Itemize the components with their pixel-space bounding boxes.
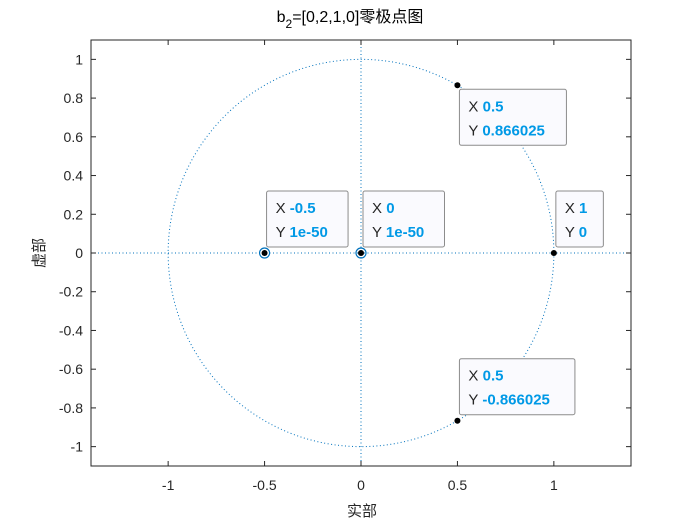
datatip-x-value: 0 [386,200,394,217]
datatip: X -0.5Y 1e-50 [266,190,349,248]
datatip: X 0.5Y 0.866025 [458,88,567,146]
datatip-x-value: 1 [579,200,587,217]
datatip-box [266,190,349,248]
datatip-x-row: X 1 [565,200,588,217]
datatip-box [458,358,576,416]
pole-marker [550,250,557,256]
zero-marker-selection-dot [358,250,364,256]
datatip-box [458,88,567,146]
datatip-y-prefix: Y [372,224,386,241]
datatip-y-row: Y 0.866025 [468,122,544,139]
datatip-x-value: -0.5 [290,200,316,217]
datatip-x-prefix: X [468,98,482,115]
datatip-x-prefix: X [565,200,579,217]
datatip-x-row: X 0.5 [468,368,503,385]
datatip: X 0Y 1e-50 [362,190,445,248]
datatip-x-value: 0.5 [483,98,504,115]
datatip-y-row: Y 1e-50 [372,224,424,241]
y-tick-label: -1 [71,439,84,455]
datatip-y-prefix: Y [468,122,482,139]
pole-marker [454,417,461,424]
zero-marker-selection-dot [261,250,268,256]
datatip-y-value: -0.866025 [482,392,550,409]
datatip-y-value: 0.866025 [482,122,545,139]
zero-marker [355,247,367,259]
chart-title: b2=[0,2,1,0]零极点图 [277,8,424,31]
datatip-x-prefix: X [372,200,386,217]
datatip-y-prefix: Y [276,224,290,241]
x-tick-label: -0.5 [253,477,277,493]
y-tick-label: -0.2 [59,284,83,300]
x-axis-label: 实部 [347,502,377,520]
datatip-y-value: 0 [579,224,587,241]
datatip-x-value: 0.5 [483,368,504,385]
datatip-y-prefix: Y [468,392,482,409]
datatip-y-prefix: Y [565,224,579,241]
y-tick-label: 0 [75,245,83,261]
x-tick-label: 0 [357,477,365,493]
datatip-x-row: X 0 [372,200,395,217]
x-tick-label: 1 [550,477,558,493]
datatip-y-value: 1e-50 [289,224,327,241]
x-tick-label: 0.5 [448,477,468,493]
y-tick-label: 0.8 [64,90,84,106]
y-tick-label: 0.2 [64,206,84,222]
datatip-x-prefix: X [276,200,290,217]
y-tick-label: -0.8 [59,400,83,416]
chart-title-rest: =[0,2,1,0]零极点图 [292,8,423,26]
datatip-x-row: X 0.5 [468,98,503,115]
datatip-x-row: X -0.5 [276,200,316,217]
chart-title-main: b [277,9,286,26]
plot-area: -1 -0.5 0 0.5 1 1 0.8 0.6 0.4 0.2 0 -0.2 -0.4 -0.6 -0.… [59,39,632,493]
y-tick-label: -0.4 [59,322,83,338]
datatip-box [362,190,445,248]
datatip-y-value: 1e-50 [386,224,424,241]
datatip: X 1Y 0 [555,190,604,248]
pole-marker [454,82,461,89]
y-tick-label: 1 [75,51,83,67]
datatip-y-row: Y 1e-50 [276,224,328,241]
y-axis-label: 虚部 [30,238,48,268]
datatip-y-row: Y -0.866025 [468,392,549,409]
zero-marker [258,247,271,259]
x-tick-label: -1 [162,477,175,493]
datatip-y-row: Y 0 [565,224,587,241]
y-tick-label: 0.6 [64,129,84,145]
chart-title-sub: 2 [286,17,293,31]
datatip-box [555,190,604,248]
datatip: X 0.5Y -0.866025 [458,358,576,416]
y-tick-label: -0.6 [59,361,83,377]
y-tick-label: 0.4 [64,168,84,184]
datatip-x-prefix: X [468,368,482,385]
